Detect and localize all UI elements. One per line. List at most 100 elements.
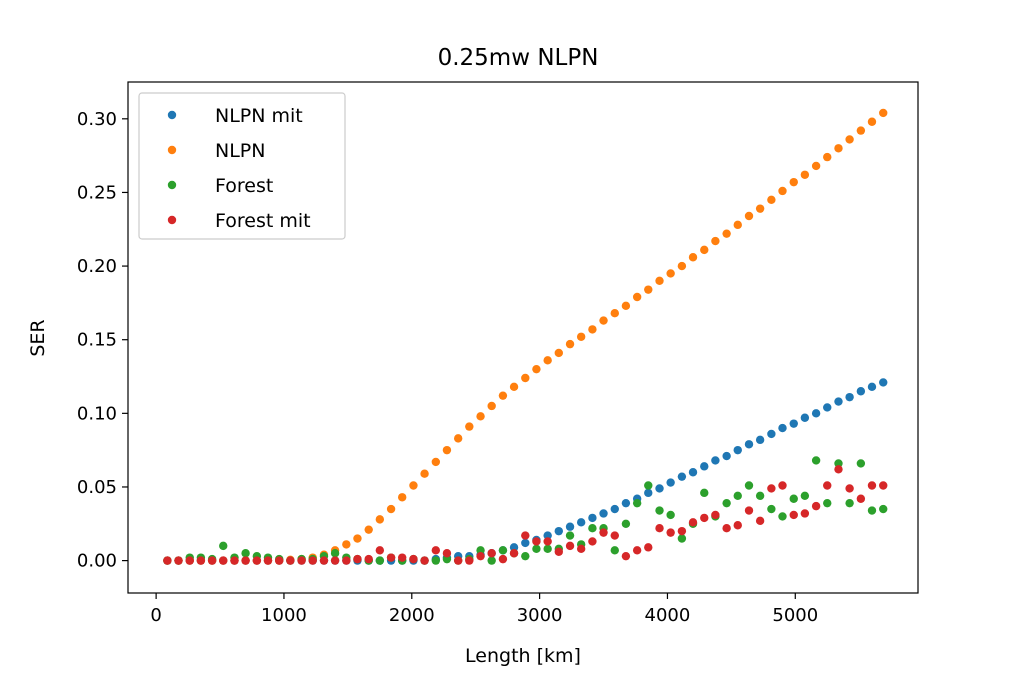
data-point <box>621 301 631 311</box>
data-point <box>498 546 508 555</box>
data-point <box>767 195 776 205</box>
data-point <box>588 513 597 523</box>
data-point <box>879 378 888 387</box>
data-point <box>297 556 306 565</box>
data-point <box>621 498 631 508</box>
data-point <box>509 549 519 558</box>
data-point <box>778 512 787 521</box>
data-point <box>845 498 854 508</box>
data-point <box>397 553 407 562</box>
data-point <box>342 540 351 549</box>
x-tick-label: 4000 <box>645 605 691 626</box>
data-point <box>879 481 888 490</box>
data-point <box>409 554 418 564</box>
data-point <box>397 493 407 502</box>
data-point <box>856 126 866 135</box>
legend: NLPN mit NLPN Forest Forest mit <box>138 92 346 240</box>
y-tick-label: 0.10 <box>77 403 117 424</box>
data-point <box>655 506 664 515</box>
data-point <box>867 117 877 126</box>
data-point <box>688 253 698 262</box>
data-point <box>543 531 552 540</box>
data-point <box>185 556 194 565</box>
data-point <box>275 556 284 565</box>
data-point <box>666 528 675 537</box>
y-tick-label: 0.05 <box>77 477 117 498</box>
data-point <box>241 549 250 558</box>
data-point <box>353 534 362 543</box>
data-point <box>420 556 429 565</box>
data-point <box>610 309 619 318</box>
data-point <box>386 553 396 562</box>
data-point <box>521 373 530 383</box>
data-point <box>744 506 754 515</box>
y-axis-title: SER <box>27 319 49 356</box>
data-point <box>767 429 776 439</box>
data-point <box>767 484 776 493</box>
data-point <box>879 504 888 514</box>
data-point <box>263 556 273 565</box>
y-tick-label: 0.15 <box>77 330 117 351</box>
data-point <box>599 509 608 518</box>
data-point <box>711 236 720 246</box>
data-point <box>509 543 519 552</box>
data-point <box>409 481 418 490</box>
data-point <box>755 516 765 526</box>
data-point <box>778 481 787 490</box>
data-point <box>565 531 575 540</box>
data-point <box>666 510 675 520</box>
data-point <box>800 509 810 518</box>
legend-marker <box>167 215 177 225</box>
data-point <box>308 556 317 565</box>
data-point <box>655 276 664 286</box>
x-axis: 0 1000 2000 3000 4000 5000 <box>150 593 818 626</box>
data-point <box>845 135 854 144</box>
x-tick-label: 2000 <box>389 605 435 626</box>
data-point <box>509 382 519 392</box>
data-point <box>219 556 228 565</box>
data-point <box>823 403 832 412</box>
data-point <box>755 204 765 213</box>
data-point <box>554 547 563 556</box>
data-point <box>565 522 575 531</box>
data-point <box>867 382 877 392</box>
data-point <box>644 285 653 294</box>
data-point <box>778 186 787 196</box>
data-point <box>588 325 597 334</box>
data-point <box>375 546 385 555</box>
data-point <box>532 537 541 546</box>
data-point <box>700 462 709 471</box>
data-point <box>476 551 485 561</box>
data-point <box>823 481 832 490</box>
data-point <box>666 478 675 487</box>
data-point <box>532 544 541 554</box>
data-point <box>845 392 854 402</box>
data-point <box>465 422 474 431</box>
data-point <box>632 498 642 508</box>
data-point <box>375 515 385 524</box>
data-point <box>431 556 441 565</box>
legend-marker <box>167 180 177 190</box>
data-point <box>487 401 496 411</box>
data-point <box>755 435 765 445</box>
data-point <box>800 413 810 422</box>
data-point <box>834 459 843 468</box>
data-point <box>576 544 586 554</box>
data-point <box>789 494 798 503</box>
data-point <box>867 506 877 515</box>
data-point <box>465 556 474 565</box>
data-point <box>174 556 183 565</box>
data-point <box>811 456 821 465</box>
legend-box <box>138 92 346 240</box>
data-point <box>621 551 631 561</box>
data-point <box>677 472 687 481</box>
data-point <box>219 541 228 551</box>
data-point <box>487 549 496 558</box>
data-point <box>364 525 373 534</box>
data-point <box>543 544 552 554</box>
data-point <box>319 556 329 565</box>
data-point <box>744 481 754 490</box>
plot-frame <box>127 81 919 594</box>
data-point <box>565 339 575 349</box>
data-point <box>632 292 642 302</box>
